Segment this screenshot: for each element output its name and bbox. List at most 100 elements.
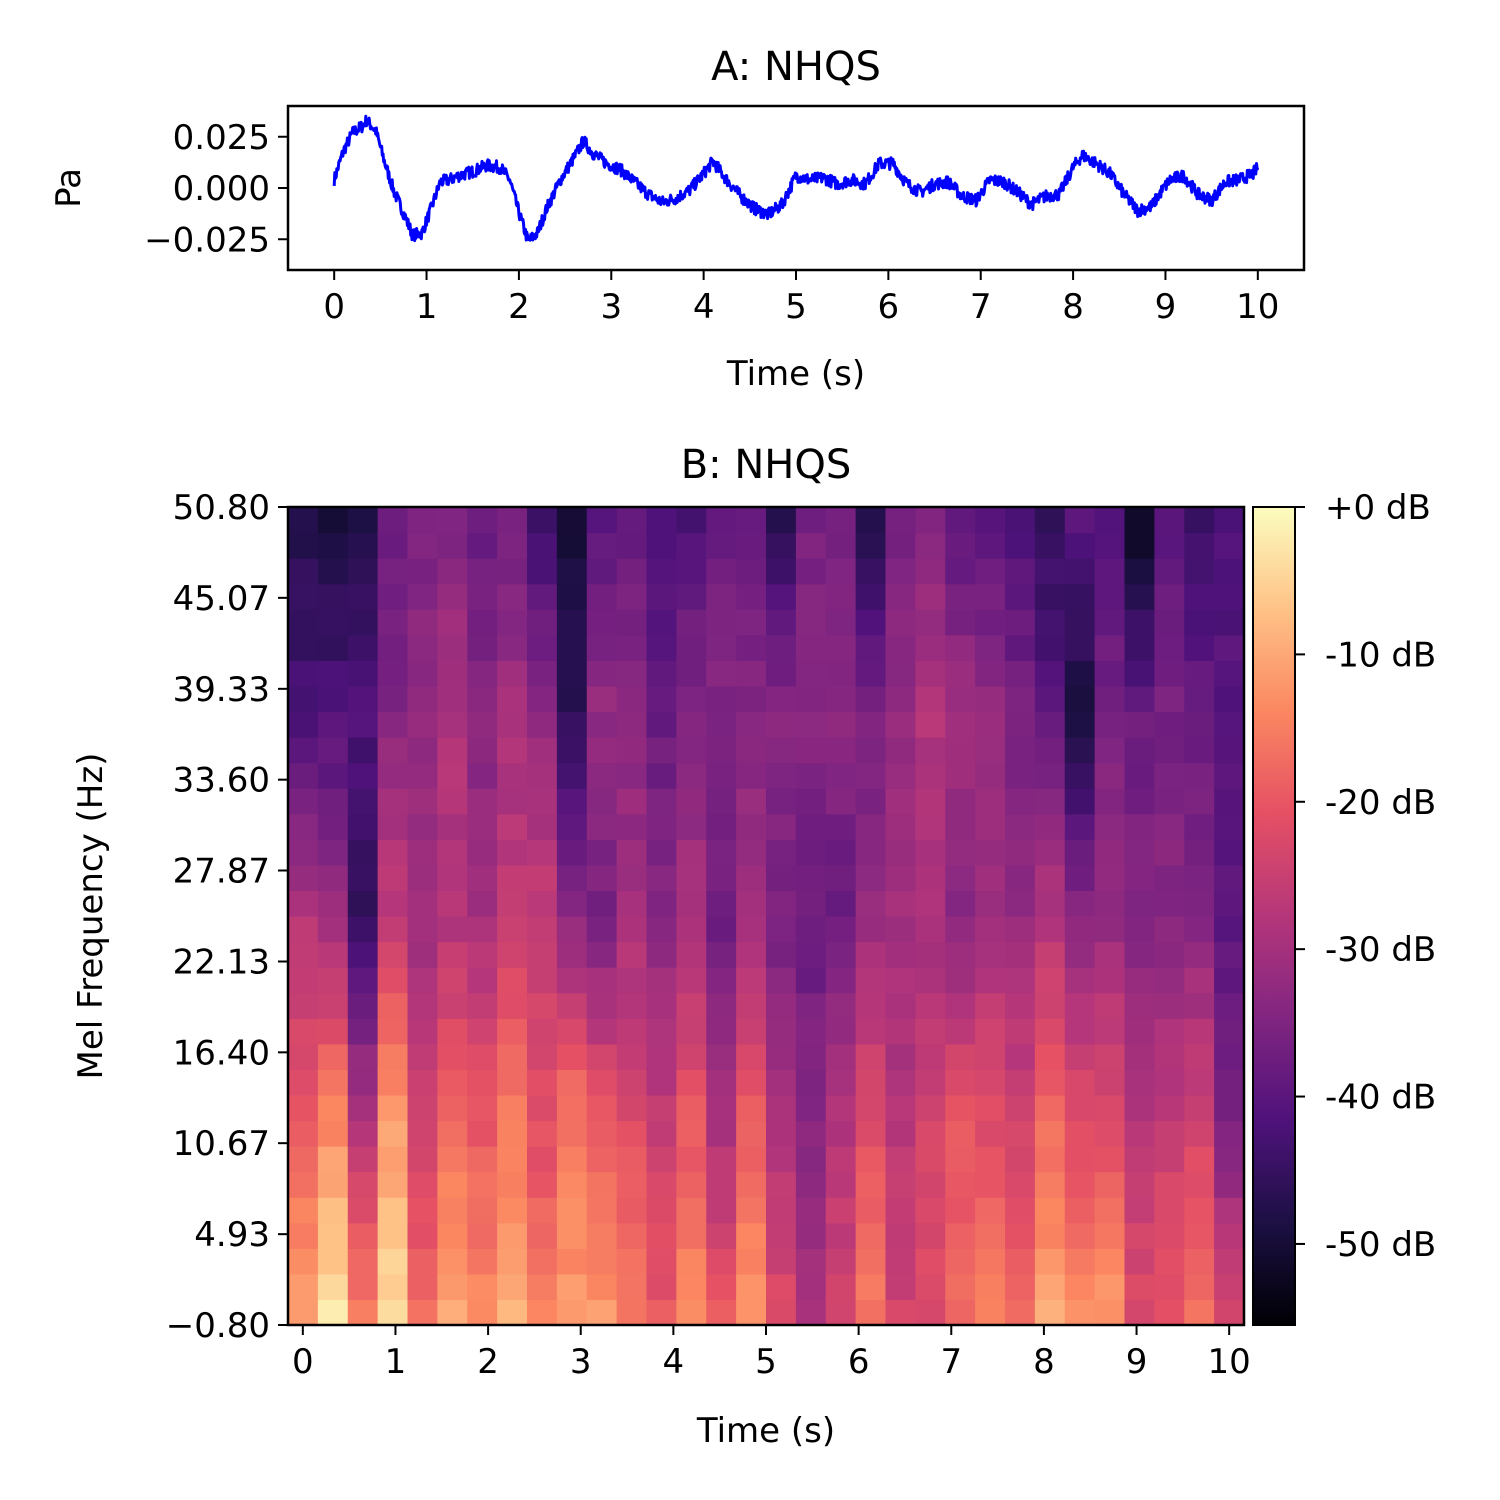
spectrogram-cell <box>407 737 438 764</box>
spectrogram-cell <box>467 839 498 866</box>
spectrogram-cell <box>556 1197 588 1224</box>
spectrogram-cell <box>437 1069 468 1096</box>
spectrogram-cell <box>1124 1043 1155 1070</box>
spectrogram-cell <box>736 788 767 815</box>
spectrogram-cell <box>527 762 558 789</box>
spectrogram-cell <box>317 941 349 968</box>
spectrogram-cell <box>407 634 438 661</box>
spectrogram-cell <box>497 660 528 687</box>
spectrogram-cell <box>1094 634 1126 661</box>
spectrogram-cell <box>467 890 498 917</box>
spectrogram-cell <box>975 1222 1006 1249</box>
spectrogram-cell <box>467 992 498 1019</box>
spectrogram-cell <box>795 1248 827 1275</box>
spectrogram-cell <box>736 507 767 534</box>
spectrogram-cell <box>676 941 707 968</box>
spectrogram-cell <box>1124 1197 1155 1224</box>
y-tick-label: 45.07 <box>173 579 270 619</box>
spectrogram-cell <box>795 1171 827 1198</box>
spectrogram-cell <box>825 737 857 764</box>
spectrogram-cell <box>1064 813 1096 840</box>
spectrogram-cell <box>1034 916 1066 943</box>
spectrogram-cell <box>317 890 349 917</box>
spectrogram-cell <box>1154 839 1185 866</box>
x-tick-label: 5 <box>755 1342 777 1382</box>
spectrogram-cell <box>586 1299 618 1326</box>
spectrogram-cell <box>975 839 1006 866</box>
spectrogram-cell <box>288 967 319 994</box>
spectrogram-cell <box>288 762 319 789</box>
x-tick-label: 3 <box>570 1342 592 1382</box>
spectrogram-cell <box>945 1171 976 1198</box>
spectrogram-cell <box>1034 1094 1066 1122</box>
spectrogram-cell <box>736 609 767 636</box>
spectrogram-cell <box>766 1222 797 1249</box>
spectrogram-cell <box>467 1197 498 1224</box>
spectrogram-cell <box>1214 737 1245 764</box>
waveform-plot-area <box>332 114 1260 243</box>
spectrogram-cell <box>616 1094 648 1122</box>
spectrogram-cell <box>1124 992 1155 1019</box>
spectrogram-cell <box>586 1197 618 1224</box>
spectrogram-cell <box>1034 1273 1066 1301</box>
spectrogram-cell <box>646 967 677 994</box>
y-tick-label: 4.93 <box>194 1215 270 1255</box>
spectrogram-cell <box>437 660 468 687</box>
spectrogram-cell <box>1214 967 1245 994</box>
spectrogram-cell <box>945 762 976 789</box>
spectrogram-cell <box>288 788 319 815</box>
spectrogram-cell <box>1034 711 1066 738</box>
spectrogram-cell <box>945 1018 976 1045</box>
spectrogram-cell <box>1064 609 1096 636</box>
spectrogram-cell <box>467 916 498 943</box>
spectrogram-cell <box>616 660 648 687</box>
spectrogram-cell <box>347 660 379 687</box>
spectrogram-cell <box>1154 1094 1185 1122</box>
spectrogram-cell <box>1214 711 1245 738</box>
spectrogram-cell <box>1034 1043 1066 1070</box>
spectrogram-cell <box>527 941 558 968</box>
spectrogram-cell <box>1184 1069 1215 1096</box>
spectrogram-cell <box>885 507 916 534</box>
spectrogram-cell <box>556 839 588 866</box>
spectrogram-cell <box>766 737 797 764</box>
spectrogram-cell <box>1124 788 1155 815</box>
spectrogram-cell <box>1214 1094 1245 1122</box>
spectrogram-cell <box>586 890 618 917</box>
spectrogram-cell <box>377 1197 409 1224</box>
spectrogram-cell <box>1034 609 1066 636</box>
spectrogram-cell <box>1184 737 1215 764</box>
spectrogram-cell <box>646 1197 677 1224</box>
spectrogram-cell <box>467 762 498 789</box>
spectrogram-cell <box>736 916 767 943</box>
spectrogram-cell <box>1005 992 1036 1019</box>
spectrogram-cell <box>407 1248 438 1275</box>
spectrogram-cell <box>288 916 319 943</box>
spectrogram-cell <box>288 583 319 610</box>
spectrogram-cell <box>1064 864 1096 892</box>
spectrogram-cell <box>945 890 976 917</box>
spectrogram-cell <box>1184 1043 1215 1070</box>
spectrogram-cell <box>437 1120 468 1147</box>
spectrogram-cell <box>437 1197 468 1224</box>
spectrogram-cell <box>706 890 737 917</box>
spectrogram-cell <box>1005 864 1036 892</box>
spectrogram-cell <box>706 1120 737 1147</box>
spectrogram-cell <box>646 890 677 917</box>
spectrogram-cell <box>915 634 946 661</box>
spectrogram-cell <box>586 916 618 943</box>
spectrogram-cell <box>945 634 976 661</box>
spectrogram-cell <box>1064 1273 1096 1301</box>
spectrogram-cell <box>706 532 737 559</box>
spectrogram-cell <box>1094 507 1126 534</box>
spectrogram-cell <box>407 583 438 610</box>
spectrogram-cell <box>1094 558 1126 585</box>
spectrogram-cell <box>527 1094 558 1122</box>
spectrogram-cell <box>1124 1094 1155 1122</box>
spectrogram-cell <box>1124 737 1155 764</box>
spectrogram-cell <box>646 1146 677 1173</box>
spectrogram-cell <box>975 737 1006 764</box>
spectrogram-cell <box>915 916 946 943</box>
spectrogram-cell <box>825 864 857 892</box>
spectrogram-cell <box>1184 685 1215 713</box>
